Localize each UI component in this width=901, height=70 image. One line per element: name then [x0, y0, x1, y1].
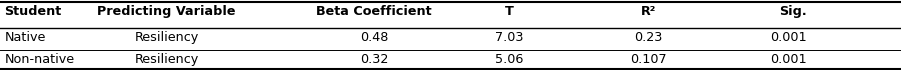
Text: R²: R² — [641, 5, 657, 18]
Text: T: T — [505, 5, 514, 18]
Text: Native: Native — [5, 31, 46, 44]
Text: Non-native: Non-native — [5, 53, 75, 66]
Text: Student: Student — [5, 5, 62, 18]
Text: Beta Coefficient: Beta Coefficient — [316, 5, 432, 18]
Text: 0.23: 0.23 — [634, 31, 663, 44]
Text: 5.06: 5.06 — [495, 53, 523, 66]
Text: 0.001: 0.001 — [769, 53, 806, 66]
Text: Predicting Variable: Predicting Variable — [97, 5, 236, 18]
Text: Resiliency: Resiliency — [134, 53, 199, 66]
Text: 0.001: 0.001 — [769, 31, 806, 44]
Text: 0.107: 0.107 — [631, 53, 667, 66]
Text: 0.32: 0.32 — [359, 53, 388, 66]
Text: 0.48: 0.48 — [359, 31, 388, 44]
Text: 7.03: 7.03 — [495, 31, 523, 44]
Text: Resiliency: Resiliency — [134, 31, 199, 44]
Text: Sig.: Sig. — [778, 5, 806, 18]
